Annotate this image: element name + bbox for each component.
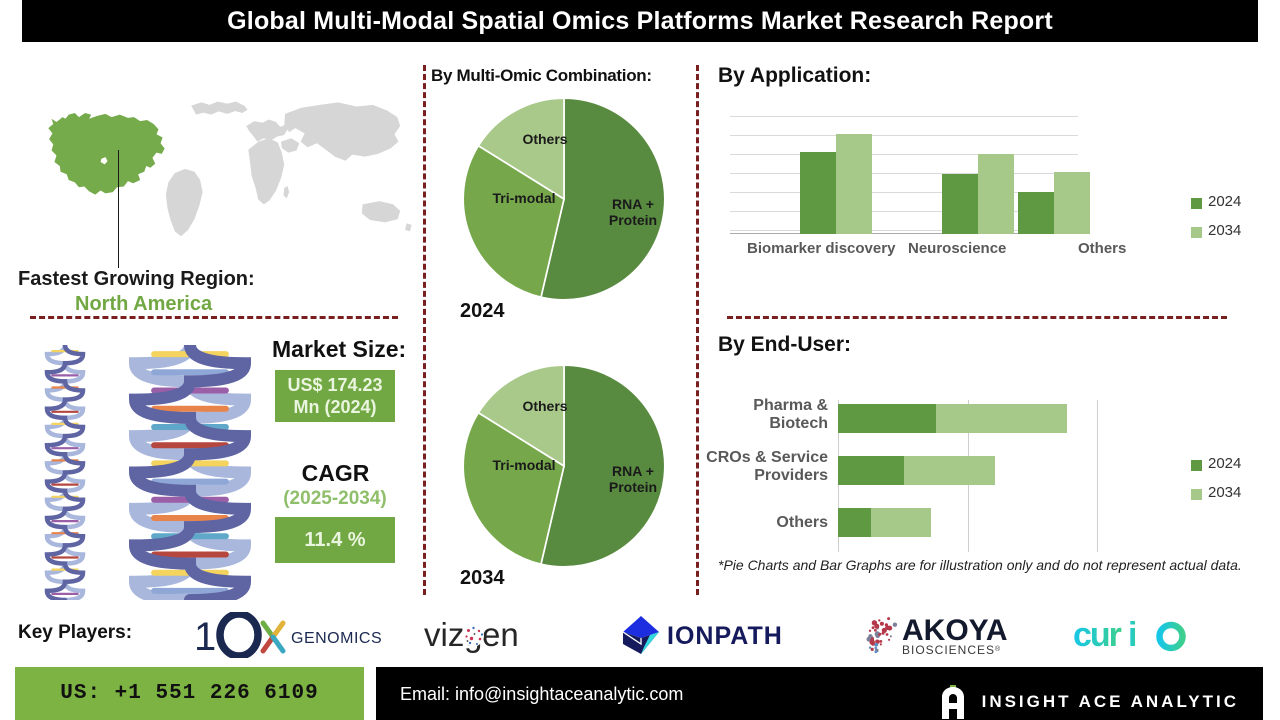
svg-text:viz: viz bbox=[424, 618, 464, 653]
svg-text:BIOSCIENCES®: BIOSCIENCES® bbox=[902, 643, 1001, 657]
svg-text:IONPATH: IONPATH bbox=[667, 622, 783, 650]
svg-text:1: 1 bbox=[197, 615, 215, 658]
svg-text:GENOMICS: GENOMICS bbox=[291, 630, 382, 647]
svg-text:i: i bbox=[1128, 616, 1137, 654]
svg-text:en: en bbox=[482, 618, 519, 653]
svg-text:cur: cur bbox=[1073, 616, 1122, 654]
